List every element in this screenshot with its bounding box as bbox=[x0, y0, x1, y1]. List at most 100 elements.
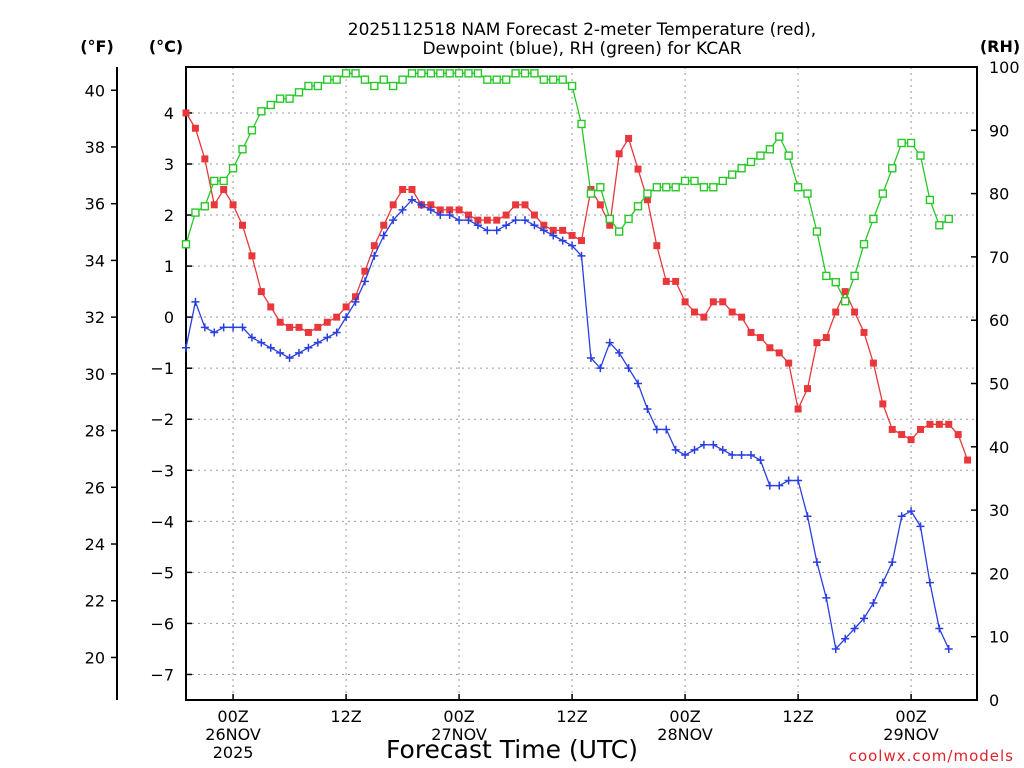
data-point bbox=[680, 176, 690, 186]
fahrenheit-tick-label: 32 bbox=[85, 308, 105, 327]
celsius-tick-label: 2 bbox=[164, 206, 174, 225]
data-point bbox=[568, 231, 576, 239]
data-point bbox=[436, 69, 445, 78]
chart-title-line-1: 2025112518 NAM Forecast 2-meter Temperat… bbox=[348, 20, 816, 40]
data-point bbox=[426, 205, 435, 214]
data-point bbox=[530, 211, 538, 219]
data-point bbox=[455, 206, 463, 214]
grid bbox=[186, 67, 977, 700]
data-point bbox=[634, 165, 642, 173]
rh-tick-label: 10 bbox=[989, 628, 1009, 647]
x-tick-label: 00Z bbox=[669, 707, 700, 726]
data-point bbox=[568, 241, 577, 250]
data-point bbox=[360, 277, 369, 286]
data-point bbox=[483, 226, 492, 235]
data-point bbox=[342, 313, 351, 322]
celsius-tick-label: −2 bbox=[150, 410, 174, 429]
data-point bbox=[191, 208, 200, 217]
data-point bbox=[464, 216, 473, 225]
data-point bbox=[662, 277, 670, 285]
data-point bbox=[493, 216, 501, 224]
celsius-tick-label: −5 bbox=[150, 563, 174, 582]
x-tick-label: 28NOV bbox=[657, 725, 713, 744]
data-point bbox=[917, 425, 924, 433]
data-point bbox=[746, 157, 756, 167]
rh-tick-label: 40 bbox=[989, 438, 1009, 457]
data-point bbox=[257, 107, 266, 116]
data-point bbox=[879, 400, 887, 408]
data-point bbox=[652, 183, 662, 192]
data-point bbox=[737, 164, 746, 173]
data-point bbox=[210, 176, 219, 186]
data-point bbox=[793, 183, 803, 192]
data-point bbox=[813, 339, 821, 347]
data-point bbox=[465, 211, 472, 219]
data-point bbox=[379, 231, 388, 240]
data-point bbox=[775, 481, 784, 490]
data-point bbox=[521, 201, 529, 209]
data-point bbox=[191, 124, 199, 132]
data-point bbox=[869, 214, 878, 224]
data-point bbox=[671, 445, 680, 454]
data-point bbox=[691, 308, 698, 316]
x-tick-label: 29NOV bbox=[883, 725, 939, 744]
fahrenheit-tick-label: 36 bbox=[85, 195, 105, 214]
data-point bbox=[539, 226, 548, 235]
fahrenheit-tick-label: 38 bbox=[85, 138, 105, 157]
rh-unit-label: (RH) bbox=[980, 37, 1020, 56]
data-point bbox=[794, 405, 802, 413]
data-point bbox=[559, 226, 567, 234]
data-point bbox=[756, 334, 764, 342]
data-point bbox=[681, 450, 690, 459]
celsius-tick-label: 1 bbox=[164, 257, 174, 276]
data-point bbox=[652, 425, 661, 434]
data-point bbox=[728, 308, 736, 316]
data-point bbox=[738, 313, 746, 321]
x-tick-label: 2025 bbox=[213, 743, 254, 762]
data-point bbox=[247, 126, 257, 135]
data-point bbox=[502, 221, 511, 230]
rh-tick-label: 70 bbox=[989, 248, 1009, 267]
celsius-tick-label: 3 bbox=[164, 155, 174, 174]
data-point bbox=[474, 216, 482, 224]
data-point bbox=[351, 297, 360, 306]
data-point bbox=[370, 81, 379, 91]
data-point bbox=[850, 271, 859, 281]
data-point bbox=[275, 94, 285, 103]
celsius-tick-label: −3 bbox=[150, 461, 174, 480]
data-point bbox=[445, 211, 454, 220]
data-point bbox=[832, 308, 840, 316]
data-point bbox=[295, 348, 303, 357]
data-point bbox=[220, 186, 228, 194]
axes bbox=[111, 66, 978, 701]
data-point bbox=[276, 318, 284, 326]
data-point bbox=[200, 323, 209, 332]
x-tick-label: 00Z bbox=[443, 707, 474, 726]
fahrenheit-tick-label: 22 bbox=[85, 592, 105, 611]
data-point bbox=[699, 440, 708, 449]
data-point bbox=[228, 164, 238, 173]
data-point bbox=[285, 94, 294, 103]
x-tick-label: 12Z bbox=[330, 707, 361, 726]
data-point bbox=[314, 323, 322, 331]
rh-tick-label: 90 bbox=[989, 121, 1009, 140]
data-point bbox=[398, 205, 407, 214]
data-point bbox=[728, 450, 737, 459]
data-point bbox=[831, 278, 840, 287]
x-tick-label: 12Z bbox=[556, 707, 587, 726]
data-point bbox=[709, 183, 718, 192]
data-point bbox=[916, 151, 925, 160]
data-point bbox=[352, 293, 359, 301]
data-point bbox=[247, 333, 256, 342]
data-point bbox=[718, 176, 727, 186]
data-point bbox=[200, 202, 210, 211]
x-axis-label: Forecast Time (UTC) bbox=[386, 735, 638, 764]
data-point bbox=[266, 100, 275, 110]
data-point bbox=[512, 201, 520, 209]
data-point bbox=[181, 240, 191, 249]
data-point bbox=[700, 313, 708, 321]
data-point bbox=[257, 338, 266, 347]
data-point bbox=[530, 221, 539, 230]
data-point bbox=[888, 164, 897, 173]
data-point bbox=[577, 119, 586, 129]
